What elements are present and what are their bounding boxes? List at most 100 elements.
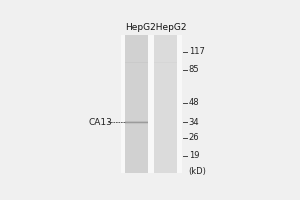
Bar — [154, 135, 177, 136]
Bar — [125, 72, 148, 74]
Bar — [125, 132, 148, 133]
Bar — [121, 35, 182, 173]
Bar — [125, 122, 148, 123]
Bar — [154, 90, 177, 92]
Bar — [154, 129, 177, 130]
Bar — [125, 79, 148, 81]
Bar — [125, 118, 148, 119]
Bar — [154, 137, 177, 139]
Bar — [154, 76, 177, 78]
Bar — [125, 99, 148, 100]
Bar — [154, 46, 177, 47]
Bar — [125, 85, 148, 86]
Bar — [154, 68, 177, 69]
Bar — [125, 104, 148, 105]
Bar — [125, 56, 148, 57]
Bar — [154, 130, 177, 132]
Bar — [154, 146, 177, 147]
Bar — [154, 79, 177, 81]
Bar — [154, 153, 177, 154]
Bar — [125, 128, 148, 129]
Bar — [125, 89, 148, 90]
Bar — [125, 147, 148, 148]
Bar — [154, 143, 177, 144]
Bar — [125, 68, 148, 69]
Bar — [154, 150, 177, 151]
Bar — [154, 128, 177, 129]
Bar — [154, 43, 177, 44]
Bar — [125, 74, 148, 75]
Bar — [125, 148, 148, 150]
Bar — [125, 135, 148, 136]
Bar — [154, 122, 177, 123]
Bar — [154, 110, 177, 111]
Bar — [154, 140, 177, 142]
Bar — [125, 117, 148, 118]
Text: CA13: CA13 — [89, 118, 112, 127]
Bar — [125, 164, 148, 165]
Bar — [125, 172, 148, 173]
Bar — [125, 107, 148, 108]
Bar — [154, 121, 177, 122]
Bar — [154, 58, 177, 60]
Bar — [154, 40, 177, 42]
Bar — [154, 108, 177, 110]
Bar — [154, 71, 177, 72]
Bar — [125, 100, 148, 101]
Bar — [125, 38, 148, 39]
Bar — [125, 166, 148, 168]
Bar — [125, 75, 148, 76]
Bar — [154, 133, 177, 135]
Bar — [154, 155, 177, 157]
Bar — [125, 87, 148, 89]
Bar — [125, 58, 148, 60]
Bar — [125, 43, 148, 44]
Bar — [125, 61, 148, 62]
Bar — [154, 171, 177, 172]
Bar — [154, 97, 177, 99]
Bar — [154, 103, 177, 104]
Bar — [125, 82, 148, 83]
Bar — [154, 54, 177, 56]
Bar — [154, 166, 177, 168]
Bar — [125, 158, 148, 160]
Bar — [154, 60, 177, 61]
Bar — [154, 89, 177, 90]
Bar — [154, 136, 177, 137]
Bar — [125, 57, 148, 58]
Bar — [125, 64, 148, 65]
Bar — [154, 118, 177, 119]
Bar — [154, 154, 177, 155]
Bar — [125, 114, 148, 115]
Bar — [125, 136, 148, 137]
Bar — [154, 157, 177, 158]
Bar — [154, 101, 177, 103]
Bar — [154, 69, 177, 71]
Bar — [154, 172, 177, 173]
Bar — [125, 47, 148, 49]
Bar — [154, 114, 177, 115]
Bar — [154, 82, 177, 83]
Text: 19: 19 — [189, 151, 199, 160]
Bar — [125, 121, 148, 122]
Bar — [125, 49, 148, 50]
Bar — [125, 96, 148, 97]
Bar — [125, 101, 148, 103]
Bar — [154, 112, 177, 114]
Bar — [154, 81, 177, 82]
Bar — [125, 81, 148, 82]
Bar — [125, 83, 148, 85]
Bar — [125, 154, 148, 155]
Bar — [125, 162, 148, 164]
Bar — [154, 147, 177, 148]
Bar — [154, 104, 177, 105]
Bar — [125, 143, 148, 144]
Bar — [125, 67, 148, 68]
Bar — [125, 39, 148, 40]
Bar — [125, 151, 148, 153]
Bar — [125, 90, 148, 92]
Text: 48: 48 — [189, 98, 199, 107]
Bar — [154, 44, 177, 46]
Bar — [154, 123, 177, 125]
Bar — [154, 132, 177, 133]
